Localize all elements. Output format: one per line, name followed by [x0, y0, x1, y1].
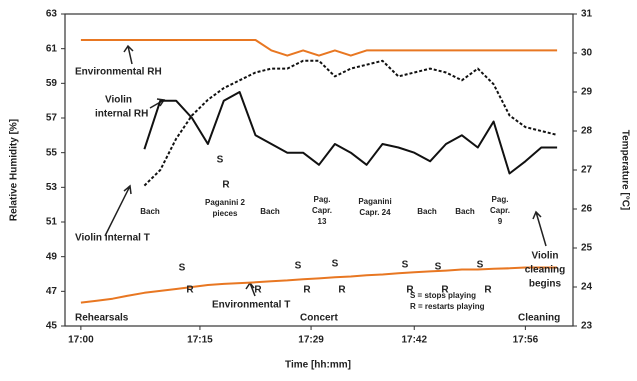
annotation: S — [295, 261, 302, 272]
arrow — [104, 184, 132, 237]
annotation: R — [222, 180, 230, 191]
y2-tick-label: 25 — [581, 243, 593, 254]
annotation: internal RH — [95, 109, 148, 120]
y2-tick-label: 30 — [581, 48, 593, 59]
annotation: S — [402, 260, 409, 271]
y2-tick-label: 29 — [581, 87, 593, 98]
y-tick-label: 51 — [46, 217, 58, 228]
y2-tick-label: 24 — [581, 282, 593, 293]
annotation: Capr. — [312, 206, 332, 215]
annotation: R — [254, 285, 262, 296]
x-tick-label: 17:56 — [513, 335, 539, 346]
annotation: S — [477, 260, 484, 271]
arrows — [104, 44, 547, 297]
annotation: Pag. — [314, 195, 331, 204]
annotation: R — [338, 285, 346, 296]
annotation: Violin — [531, 251, 558, 262]
annotation: R — [303, 285, 311, 296]
annotation: R = restarts playing — [410, 302, 485, 311]
annotation: Concert — [300, 313, 338, 324]
y-tick-label: 61 — [46, 43, 58, 54]
annotation: begins — [529, 279, 562, 290]
annotation: S — [332, 259, 339, 270]
annotation: Paganini 2 — [205, 198, 246, 207]
y2-tick-label: 26 — [581, 204, 593, 215]
series-line — [80, 266, 558, 304]
annotation: S — [179, 263, 186, 274]
annotation: Pag. — [492, 195, 509, 204]
annotation: Violin internal T — [75, 233, 150, 244]
arrow — [123, 44, 134, 65]
y2-axis-label: Temperature [°C] — [619, 130, 630, 211]
annotation: Capr. 24 — [359, 208, 391, 217]
series-line — [143, 59, 558, 187]
annotation: pieces — [213, 209, 238, 218]
y2-tick-label: 31 — [581, 9, 593, 20]
annotation: Paganini — [358, 197, 391, 206]
annotation: 9 — [498, 217, 503, 226]
annotation: R — [441, 285, 449, 296]
annotation: R — [186, 285, 194, 296]
series-line — [80, 39, 558, 57]
x-axis-label: Time [hh:mm] — [285, 360, 351, 371]
y-tick-label: 55 — [46, 147, 58, 158]
y-tick-label: 53 — [46, 182, 58, 193]
annotation: S — [217, 155, 224, 166]
annotation: 13 — [318, 217, 327, 226]
annotation: Bach — [455, 207, 475, 216]
y-tick-label: 57 — [46, 113, 58, 124]
annotation: Violin — [105, 95, 132, 106]
annotation: Rehearsals — [75, 313, 129, 324]
y2-tick-label: 28 — [581, 126, 593, 137]
x-tick-label: 17:15 — [187, 335, 213, 346]
annotation: Environmental RH — [75, 67, 162, 78]
annotation: Bach — [417, 207, 437, 216]
annotation: S = stops playing — [410, 291, 476, 300]
y2-tick-label: 23 — [581, 321, 593, 332]
annotation: Bach — [140, 207, 160, 216]
annotation: S — [435, 262, 442, 273]
x-tick-label: 17:00 — [68, 335, 94, 346]
annotation: Capr. — [490, 206, 510, 215]
y-tick-label: 47 — [46, 286, 58, 297]
arrow — [532, 210, 547, 247]
y-tick-label: 49 — [46, 251, 58, 262]
annotation: Bach — [260, 207, 280, 216]
y-axis-label: Relative Humidity [%] — [9, 119, 20, 221]
y2-tick-label: 27 — [581, 165, 593, 176]
annotation: R — [484, 285, 492, 296]
annotation: Environmental T — [212, 300, 290, 311]
annotation: Cleaning — [518, 313, 560, 324]
y-tick-label: 45 — [46, 321, 58, 332]
annotation: cleaning — [525, 265, 566, 276]
y-tick-label: 63 — [46, 9, 58, 20]
x-tick-label: 17:42 — [401, 335, 427, 346]
y-tick-label: 59 — [46, 78, 58, 89]
annotation: R — [406, 285, 414, 296]
series-line — [143, 91, 558, 175]
x-tick-label: 17:29 — [298, 335, 324, 346]
